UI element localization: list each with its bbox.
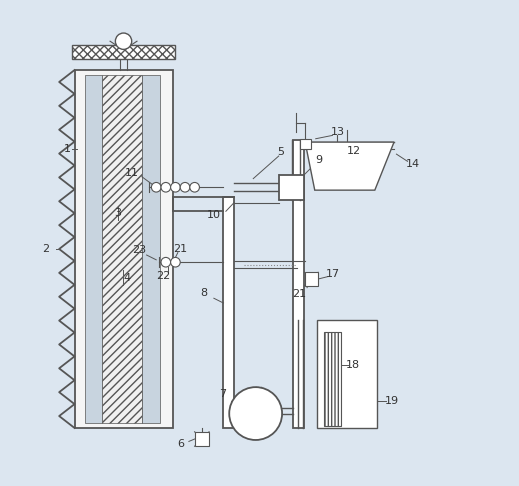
Circle shape xyxy=(171,182,180,192)
Text: 21: 21 xyxy=(292,289,306,299)
Circle shape xyxy=(152,182,161,192)
Text: 2: 2 xyxy=(42,244,49,254)
Text: 13: 13 xyxy=(330,127,344,137)
Text: 4: 4 xyxy=(124,273,131,283)
Text: 1: 1 xyxy=(64,144,71,154)
Circle shape xyxy=(161,182,171,192)
Bar xyxy=(72,45,175,59)
Bar xyxy=(75,70,173,428)
Text: 19: 19 xyxy=(385,396,399,406)
Bar xyxy=(324,332,341,426)
Bar xyxy=(195,432,209,446)
Bar xyxy=(305,272,318,286)
Text: 21: 21 xyxy=(173,244,187,254)
Text: 17: 17 xyxy=(325,269,339,279)
Circle shape xyxy=(161,258,171,267)
Bar xyxy=(102,75,142,423)
Text: 12: 12 xyxy=(347,146,361,156)
Text: 11: 11 xyxy=(125,168,139,178)
Circle shape xyxy=(115,33,132,50)
Bar xyxy=(301,139,311,149)
Bar xyxy=(142,75,160,423)
Circle shape xyxy=(180,182,190,192)
Circle shape xyxy=(229,387,282,440)
Text: 23: 23 xyxy=(132,245,146,255)
Bar xyxy=(293,139,304,428)
Bar xyxy=(279,175,304,200)
Text: 10: 10 xyxy=(207,209,221,220)
Text: 6: 6 xyxy=(177,439,185,449)
Text: 3: 3 xyxy=(114,208,121,218)
Text: 9: 9 xyxy=(315,156,322,165)
Bar xyxy=(224,197,234,428)
Circle shape xyxy=(171,258,180,267)
Text: 8: 8 xyxy=(201,289,208,298)
Text: 7: 7 xyxy=(220,389,227,399)
Text: 14: 14 xyxy=(406,159,420,169)
Circle shape xyxy=(190,182,199,192)
Text: 22: 22 xyxy=(156,271,171,281)
Text: 18: 18 xyxy=(346,360,360,370)
Polygon shape xyxy=(305,142,394,190)
Text: 5: 5 xyxy=(278,147,284,157)
Bar xyxy=(85,75,102,423)
Bar xyxy=(317,320,377,428)
